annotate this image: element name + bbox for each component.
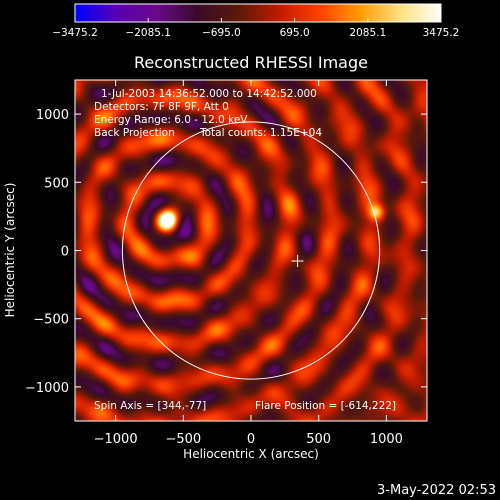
y-tick-label: 500 (44, 176, 69, 191)
x-tick-label: −500 (165, 432, 201, 447)
x-tick-label: −1000 (94, 432, 138, 447)
flare-position-label: Flare Position = [-614,222] (255, 400, 396, 412)
colorbar-tick-label: −3475.2 (52, 27, 98, 39)
annotation-energy-range: Energy Range: 6.0 - 12.0 keV (94, 114, 248, 126)
y-tick-label: 1000 (36, 108, 69, 123)
colorbar-ticks: −3475.2 −2085.1 −695.0 695.0 2085.1 3475.2 (52, 18, 459, 39)
spin-axis-label: Spin Axis = [344,-77] (94, 400, 206, 412)
y-tick-label: −1000 (25, 381, 69, 396)
chart-title: Reconstructed RHESSI Image (134, 53, 368, 72)
colorbar-gradient (75, 4, 441, 22)
annotation-time-range: 1-Jul-2003 14:36:52.000 to 14:42:52.000 (101, 88, 317, 100)
y-tick-label: 0 (61, 245, 69, 260)
footer-date: 3-May-2022 02:53 (377, 483, 496, 498)
annotation-method: Back Projection (94, 127, 175, 139)
annotation-total-counts: Total counts: 1.15E+04 (199, 127, 322, 139)
colorbar-tick-label: −695.0 (202, 27, 241, 39)
annotation-detectors: Detectors: 7F 8F 9F, Att 0 (94, 101, 229, 113)
y-axis-label: Heliocentric Y (arcsec) (3, 183, 17, 318)
colorbar-tick-label: 695.0 (280, 27, 310, 39)
axis-ticks: −1000 −500 0 500 1000 1000 500 0 −500 −1000 (25, 80, 427, 447)
annotation-block: 1-Jul-2003 14:36:52.000 to 14:42:52.000 … (94, 88, 322, 139)
x-tick-label: 500 (306, 432, 331, 447)
colorbar-tick-label: 2085.1 (349, 27, 386, 39)
heatmap-image (75, 80, 427, 421)
colorbar-frame (74, 3, 442, 23)
x-tick-label: 1000 (370, 432, 403, 447)
x-axis-label: Heliocentric X (arcsec) (183, 447, 319, 461)
y-tick-label: −500 (33, 313, 69, 328)
spin-axis-marker (291, 255, 304, 268)
colorbar-tick-label: 3475.2 (423, 27, 460, 39)
plot-area (75, 80, 427, 421)
x-tick-label: 0 (247, 432, 255, 447)
colorbar-tick-label: −2085.1 (125, 27, 171, 39)
solar-disk-outline (121, 121, 381, 380)
colorbar: −3475.2 −2085.1 −695.0 695.0 2085.1 3475.2 (52, 3, 459, 39)
